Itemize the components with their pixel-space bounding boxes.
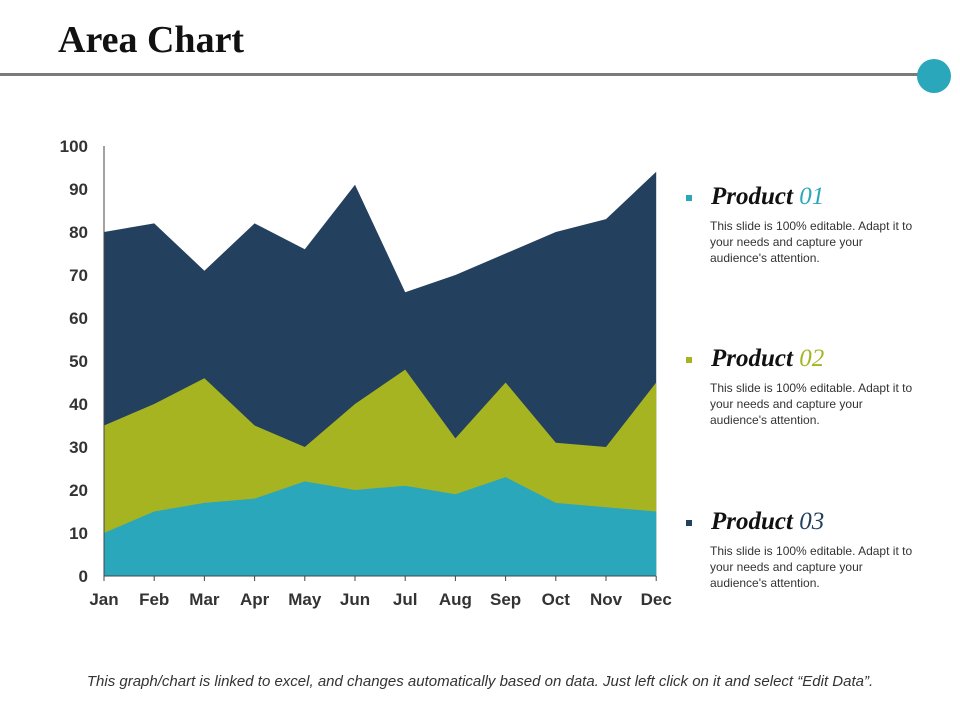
legend-marker-product-03	[686, 520, 692, 526]
legend-title-product-01: Product 01	[711, 183, 825, 210]
x-tick-label: Mar	[189, 590, 220, 609]
y-tick-label: 30	[69, 438, 88, 457]
y-tick-label: 100	[60, 137, 88, 156]
accent-circle	[917, 59, 951, 93]
area-product-01[interactable]	[104, 477, 657, 576]
legend-marker-product-02	[686, 357, 692, 363]
y-tick-label: 80	[69, 223, 88, 242]
legend-marker-product-01	[686, 195, 692, 201]
title-divider	[0, 73, 936, 76]
y-tick-label: 50	[69, 352, 88, 371]
y-tick-label: 20	[69, 481, 88, 500]
y-tick-label: 60	[69, 309, 88, 328]
page-title: Area Chart	[58, 19, 245, 61]
legend-description-product-02: This slide is 100% editable. Adapt it to…	[710, 381, 913, 427]
x-tick-label: May	[288, 590, 322, 609]
y-tick-label: 10	[69, 524, 88, 543]
x-tick-label: Aug	[439, 590, 472, 609]
x-tick-label: Nov	[590, 590, 623, 609]
legend-description-product-01: This slide is 100% editable. Adapt it to…	[710, 219, 913, 265]
legend-title-product-03: Product 03	[711, 508, 825, 535]
x-axis-ticks: Jan Feb Mar Apr May Jun Jul Aug Sep Oct Nov Dec	[89, 590, 671, 609]
y-tick-label: 90	[69, 180, 88, 199]
x-tick-label: Jun	[340, 590, 370, 609]
y-tick-label: 70	[69, 266, 88, 285]
legend-title-product-02: Product 02	[711, 345, 825, 372]
x-tick-label: Dec	[641, 590, 672, 609]
area-series-group	[104, 171, 657, 577]
y-tick-label: 40	[69, 395, 88, 414]
chart-axes	[103, 146, 657, 581]
x-tick-label: Oct	[542, 590, 571, 609]
legend-description-product-03: This slide is 100% editable. Adapt it to…	[710, 544, 913, 590]
x-tick-label: Feb	[139, 590, 169, 609]
y-tick-label: 0	[79, 567, 88, 586]
x-tick-label: Jul	[393, 590, 418, 609]
footer-note: This graph/chart is linked to excel, and…	[86, 673, 874, 690]
x-tick-label: Apr	[240, 590, 270, 609]
x-tick-label: Sep	[490, 590, 521, 609]
y-axis-ticks: 0 10 20 30 40 50 60 70 80 90 100	[60, 137, 88, 586]
x-tick-label: Jan	[89, 590, 118, 609]
